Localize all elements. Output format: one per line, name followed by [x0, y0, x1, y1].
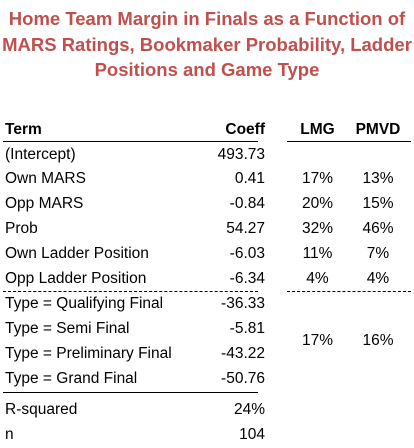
type-row-coeff: -5.81	[229, 320, 265, 337]
header-rule-left	[3, 141, 258, 142]
table-row-pmvd: 4%	[366, 270, 390, 287]
header-rule-right	[287, 141, 411, 142]
type-row-term: Type = Grand Final	[5, 370, 138, 387]
header-term: Term	[5, 121, 42, 138]
type-row-term: Type = Semi Final	[5, 320, 130, 337]
table-row-pmvd: 15%	[362, 195, 394, 212]
header-pmvd: PMVD	[355, 121, 401, 138]
table-row-term: Own Ladder Position	[5, 245, 149, 262]
type-row-term: Type = Qualifying Final	[5, 295, 164, 312]
table-row-term: Own MARS	[5, 170, 86, 187]
title-line-3: Positions and Game Type	[94, 59, 320, 80]
type-divider-right	[287, 291, 411, 292]
title-line-2: MARS Ratings, Bookmaker Probability, Lad…	[2, 33, 412, 55]
type-row-coeff: -36.33	[221, 295, 265, 312]
table-row-coeff: 54.27	[226, 220, 265, 237]
fit-row-term: R-squared	[5, 401, 78, 418]
fit-row-value: 104	[239, 426, 265, 443]
table-row-coeff: -6.34	[229, 270, 265, 287]
table-row-term: (Intercept)	[5, 146, 76, 163]
table-row-coeff: 0.41	[234, 170, 265, 187]
table-row-coeff: -6.03	[229, 245, 265, 262]
table-row-lmg: 11%	[302, 245, 333, 262]
fit-row-value: 24%	[233, 401, 265, 418]
type-row-coeff: -43.22	[221, 345, 265, 362]
table-row-pmvd: 13%	[362, 170, 394, 187]
type-row-coeff: -50.76	[221, 370, 265, 387]
type-group-lmg: 17%	[301, 332, 334, 349]
table-row-term: Prob	[5, 220, 38, 237]
fit-divider	[3, 392, 258, 393]
table-row-lmg: 32%	[301, 220, 334, 237]
header-coeff: Coeff	[225, 121, 265, 138]
fit-row-term: n	[5, 426, 14, 443]
header-lmg: LMG	[300, 121, 335, 138]
table-row-pmvd: 46%	[362, 220, 394, 237]
title-line-1: Home Team Margin in Finals as a Function…	[8, 8, 406, 29]
type-divider-left	[3, 291, 258, 292]
type-row-term: Type = Preliminary Final	[5, 345, 172, 362]
table-row-lmg: 17%	[301, 170, 334, 187]
table-row-lmg: 20%	[301, 195, 334, 212]
table-row-term: Opp Ladder Position	[5, 270, 147, 287]
table-row-lmg: 4%	[306, 270, 329, 287]
table-row-coeff: -0.84	[229, 195, 265, 212]
type-group-pmvd: 16%	[362, 332, 394, 349]
table-row-coeff: 493.73	[217, 146, 265, 163]
table-row-term: Opp MARS	[5, 195, 84, 212]
page-title: Home Team Margin in Finals as a Function…	[0, 6, 414, 83]
table-row-pmvd: 7%	[366, 245, 390, 262]
